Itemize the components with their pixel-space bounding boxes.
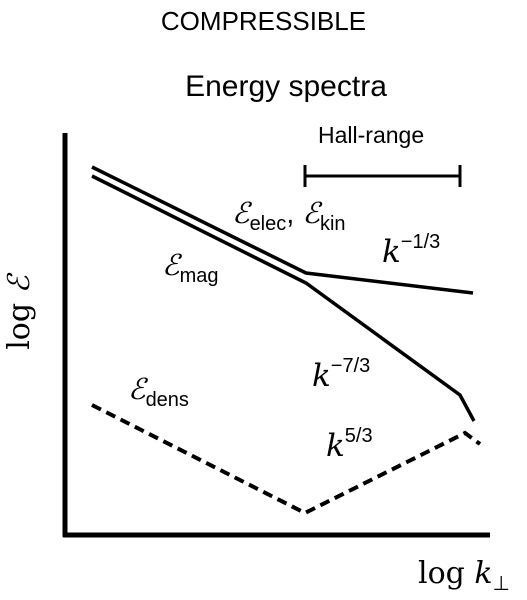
mag-label: ℰmag	[162, 248, 218, 287]
slope-k-exponent: 5/3	[344, 425, 373, 447]
slope-k-5-3-label: k5/3	[326, 425, 373, 464]
x-axis-label-prefix: log	[418, 556, 475, 591]
x-axis-label-sub: ⊥	[492, 573, 511, 595]
mag-symbol: ℰ	[162, 248, 180, 282]
mag-spectrum-line	[91, 174, 476, 422]
slope-k-base: k	[382, 234, 401, 270]
dens-sub: dens	[145, 389, 189, 411]
slope-k-base: k	[326, 428, 345, 464]
slope-k-minus-1-3-label: k−1/3	[382, 231, 441, 270]
diagram-title: COMPRESSIBLE	[160, 6, 367, 36]
kin-symbol: ℰ	[302, 196, 320, 230]
y-axis-label-prefix: log	[1, 293, 37, 350]
dens-label: ℰdens	[128, 372, 189, 411]
elec-kin-label: ℰelec, ℰkin	[232, 196, 346, 235]
diagram-subtitle: Energy spectra	[185, 70, 387, 103]
dens-symbol: ℰ	[128, 372, 146, 406]
hall-range-label: Hall-range	[318, 122, 425, 148]
slope-k-base: k	[312, 358, 331, 394]
x-axis-label: log k⊥	[418, 556, 510, 595]
elec-symbol: ℰ	[232, 196, 250, 230]
elec-kin-spectrum-line	[91, 165, 474, 295]
x-axis-label-symbol: k	[474, 556, 493, 591]
slope-k-exponent: −1/3	[400, 231, 441, 253]
slope-k-exponent: −7/3	[330, 355, 371, 377]
mag-sub: mag	[179, 265, 219, 287]
elec-kin-separator: ,	[286, 198, 303, 230]
y-axis-label-symbol: ℰ	[1, 275, 37, 294]
kin-sub: kin	[319, 213, 346, 235]
slope-k-minus-7-3-label: k−7/3	[312, 355, 371, 394]
elec-sub: elec	[249, 213, 287, 235]
dens-spectrum-line	[91, 403, 482, 516]
y-axis-label: log ℰ	[2, 275, 37, 350]
